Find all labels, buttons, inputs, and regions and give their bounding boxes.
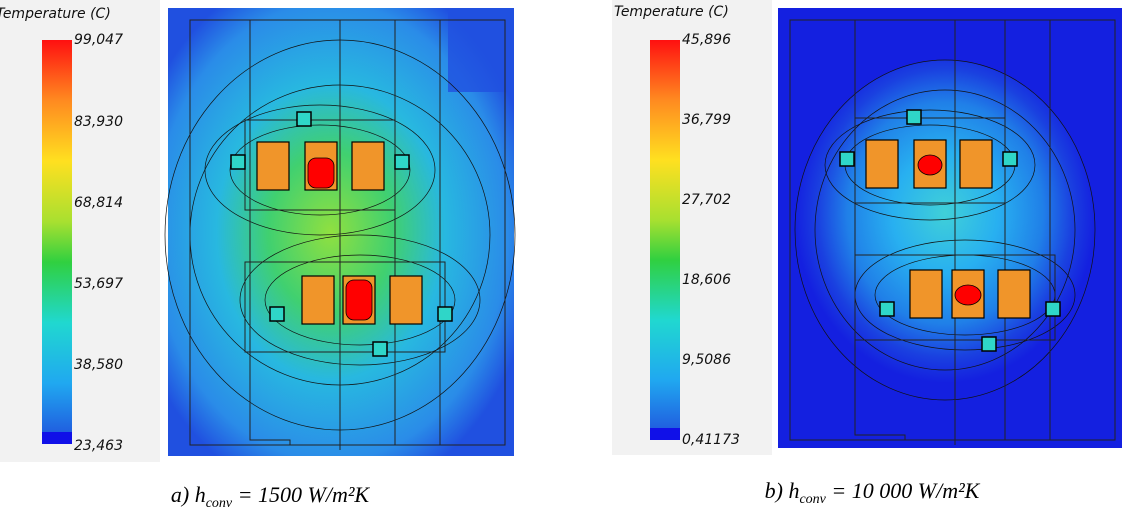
colorbar-tick: 53,697 (74, 276, 123, 292)
colorbar-tick: 36,799 (682, 112, 731, 128)
colorbar-tick: 23,463 (74, 438, 123, 454)
colorbar-title: Temperature (C) (614, 4, 729, 20)
isolines (794, 59, 1096, 401)
hot-spot (345, 279, 373, 321)
component (351, 141, 385, 191)
colorbar-tick: 68,814 (74, 195, 123, 211)
pad (1002, 151, 1018, 167)
component (909, 269, 943, 319)
colorbar-bg (612, 0, 772, 455)
colorbar-bg (0, 0, 160, 462)
colorbar-tick: 0,41173 (682, 432, 740, 448)
pad (879, 301, 895, 317)
pad (437, 306, 453, 322)
cold-region (448, 12, 510, 92)
panel-b: Temperature (C) 45,896 36,799 27,702 18,… (612, 0, 1122, 507)
component (256, 141, 290, 191)
component (301, 275, 335, 325)
caption-prefix: b) h (765, 478, 800, 503)
component (865, 139, 899, 189)
pad (906, 109, 922, 125)
component (959, 139, 993, 189)
pad (839, 151, 855, 167)
pad (296, 111, 312, 127)
caption: b) hconv = 10 000 W/m²K (765, 478, 981, 507)
colorbar-tick: 18,606 (682, 272, 731, 288)
component (997, 269, 1031, 319)
component (389, 275, 423, 325)
colorbar (42, 40, 72, 444)
pad (372, 341, 388, 357)
pad (394, 154, 410, 170)
traces (789, 19, 1116, 445)
caption: a) hconv = 1500 W/m²K (171, 482, 371, 511)
traces (189, 19, 506, 450)
hot-spot (917, 154, 943, 176)
caption-rest: = 10 000 W/m²K (826, 478, 981, 503)
colorbar-tick: 9,5086 (682, 352, 731, 368)
hot-spot (954, 284, 982, 306)
pad (269, 306, 285, 322)
pad (230, 154, 246, 170)
colorbar-tick: 27,702 (682, 192, 731, 208)
hot-spot (307, 157, 335, 189)
caption-subscript: conv (206, 496, 233, 511)
colorbar (650, 40, 680, 440)
pad (1045, 301, 1061, 317)
colorbar-title: Temperature (C) (0, 6, 111, 22)
colorbar-tick: 38,580 (74, 357, 123, 373)
colorbar-tick: 99,047 (74, 32, 123, 48)
caption-rest: = 1500 W/m²K (232, 482, 370, 507)
caption-prefix: a) h (171, 482, 206, 507)
colorbar-tick: 45,896 (682, 32, 731, 48)
caption-subscript: conv (799, 492, 826, 507)
colorbar-tick: 83,930 (74, 114, 123, 130)
pad (981, 336, 997, 352)
panel-a: Temperature (C) 99,047 83,930 68,814 53,… (0, 0, 516, 511)
